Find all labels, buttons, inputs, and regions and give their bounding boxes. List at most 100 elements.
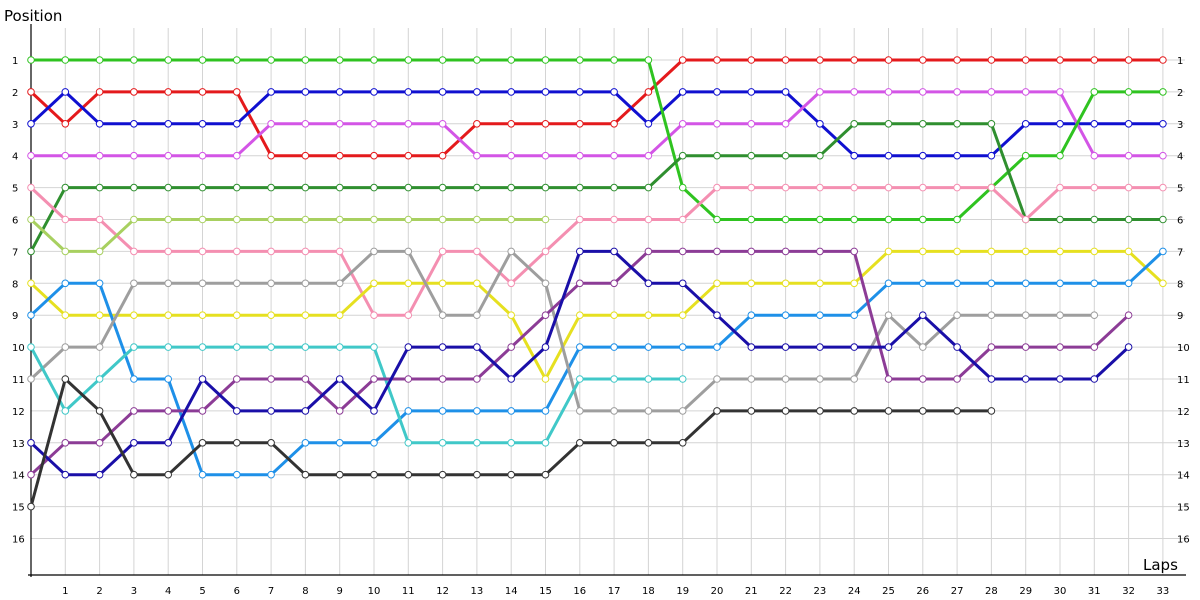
series-point [541,470,550,479]
series-point [438,470,447,479]
series-point [370,151,378,160]
series-2 [27,88,1167,160]
series-point [850,247,859,256]
series-point [850,407,859,415]
series-point [404,183,413,192]
series-point [541,151,550,160]
series-point [884,215,893,224]
y-tick-label-left: 9 [12,311,18,322]
series-point [507,375,516,383]
series-point [404,311,413,320]
series-point [267,343,275,351]
series-point [884,183,893,192]
series-point [919,183,927,192]
series-group [27,56,1167,511]
series-point [953,343,961,351]
series-point [678,311,687,320]
series-point [95,311,104,320]
series-point [130,88,138,96]
x-tick-label: 33 [1157,586,1170,597]
y-tick-label-right: 3 [1177,120,1183,131]
series-point [747,279,756,288]
series-point [747,375,756,383]
series-point [130,375,138,383]
axes: Position Laps [4,7,1186,577]
y-tick-label-right: 12 [1177,407,1190,418]
series-point [438,343,447,351]
series-point [884,88,893,96]
series-point [919,56,927,64]
series-line [29,218,547,253]
series-point [267,215,275,224]
series-line [29,58,1165,158]
series-point [610,56,618,64]
series-point [130,183,138,192]
series-point [130,56,138,64]
series-point [816,279,824,288]
series-point [473,407,481,415]
series-point [919,215,927,224]
series-point [95,375,104,383]
series-point [987,151,996,160]
series-point [987,343,996,351]
series-point [404,279,413,288]
series-point [678,88,687,96]
series-point [781,183,790,192]
series-point [884,407,893,415]
y-tick-label-left: 14 [12,471,25,482]
series-point [335,439,344,447]
series-point [1021,247,1030,256]
series-point [473,247,481,256]
series-point [267,88,275,96]
series-point [644,279,653,288]
series-point [713,311,721,320]
series-point [198,151,207,160]
series-point [233,215,241,224]
series-point [1021,279,1030,288]
series-point [781,343,790,351]
series-point [987,120,996,128]
series-point [953,279,961,288]
series-point [1090,279,1099,288]
series-point [747,215,756,224]
series-point [438,215,447,224]
y-axis-title: Position [4,7,62,25]
series-point [953,88,961,96]
series-point [233,407,241,415]
y-tick-label-right: 15 [1177,503,1190,514]
series-point [61,343,70,351]
series-point [473,183,481,192]
x-tick-label: 25 [882,586,895,597]
series-point [267,151,275,160]
series-point [1021,343,1030,351]
series-point [95,56,104,64]
series-point [919,247,927,256]
series-point [1124,120,1133,128]
series-point [610,120,618,128]
series-point [130,215,138,224]
series-point [576,247,584,256]
y-tick-label-left: 3 [12,120,18,131]
series-point [198,120,207,128]
series-point [438,151,447,160]
series-point [1159,88,1167,96]
series-line [29,345,685,445]
x-tick-label: 19 [676,586,689,597]
series-point [987,279,996,288]
series-point [1090,343,1099,351]
y-tick-label-right: 1 [1177,56,1183,67]
series-line [29,58,1165,221]
series-3 [27,56,1167,224]
x-tick-label: 2 [96,586,102,597]
series-point [541,375,550,383]
series-9 [27,247,1099,415]
series-point [576,343,584,351]
series-point [781,215,790,224]
series-point [781,311,790,320]
series-point [678,247,687,256]
series-point [816,215,824,224]
series-point [850,151,859,160]
series-point [27,120,35,128]
x-tick-label: 18 [642,586,655,597]
